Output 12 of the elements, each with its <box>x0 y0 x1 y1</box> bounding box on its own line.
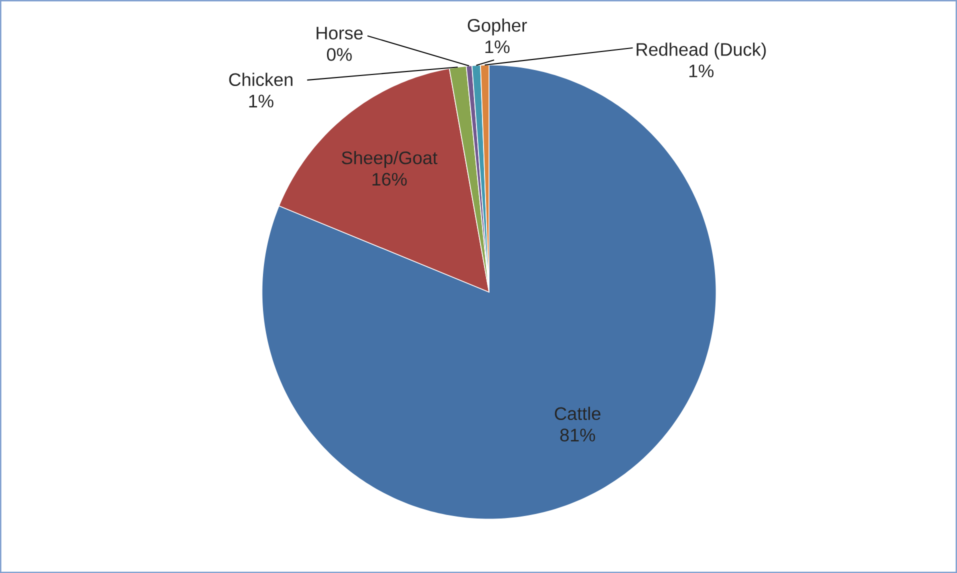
data-label: 1% <box>485 40 510 54</box>
slice-label: Horse <box>316 26 363 40</box>
data-label: 1% <box>249 94 274 108</box>
slice-label: Sheep/Goat <box>342 150 438 168</box>
data-label: 81% <box>560 428 596 442</box>
slice-label: Cattle <box>554 406 600 420</box>
data-label: 16% <box>372 172 407 186</box>
slice-label: Gopher <box>468 18 527 36</box>
data-label: 1% <box>689 64 714 78</box>
slice-label: Redhead (Duck) <box>636 42 766 60</box>
data-label: 0% <box>326 48 352 61</box>
slice-label: Chicken <box>229 72 292 86</box>
